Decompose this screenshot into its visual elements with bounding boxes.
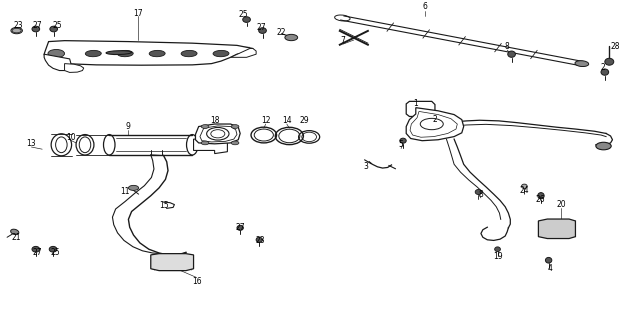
Ellipse shape xyxy=(213,50,229,57)
Text: 24: 24 xyxy=(520,185,529,195)
Ellipse shape xyxy=(117,50,133,57)
Polygon shape xyxy=(406,108,464,141)
Text: 8: 8 xyxy=(505,42,509,51)
Text: 25: 25 xyxy=(239,10,248,19)
Text: 4: 4 xyxy=(547,264,552,273)
Polygon shape xyxy=(230,49,256,57)
Ellipse shape xyxy=(259,28,266,33)
Circle shape xyxy=(231,125,239,128)
Ellipse shape xyxy=(181,50,197,57)
Text: 22: 22 xyxy=(277,28,287,37)
Ellipse shape xyxy=(50,26,58,32)
Polygon shape xyxy=(44,41,253,65)
Ellipse shape xyxy=(11,229,19,235)
Text: 27: 27 xyxy=(33,21,42,30)
Text: 8: 8 xyxy=(479,190,483,199)
Text: 2: 2 xyxy=(600,63,605,72)
Ellipse shape xyxy=(400,138,406,143)
Ellipse shape xyxy=(49,246,57,252)
Text: 14: 14 xyxy=(282,116,292,125)
Polygon shape xyxy=(195,124,240,144)
Ellipse shape xyxy=(522,184,527,189)
Ellipse shape xyxy=(85,50,101,57)
Circle shape xyxy=(596,142,611,150)
Polygon shape xyxy=(151,254,193,270)
Text: 10: 10 xyxy=(66,133,76,142)
Text: 16: 16 xyxy=(192,277,202,286)
Ellipse shape xyxy=(243,17,250,22)
Text: 27: 27 xyxy=(257,23,266,32)
Circle shape xyxy=(48,50,65,58)
Text: 27: 27 xyxy=(236,223,245,232)
Text: 2: 2 xyxy=(433,115,437,124)
Text: 12: 12 xyxy=(261,116,271,125)
Circle shape xyxy=(285,34,298,41)
Polygon shape xyxy=(538,219,575,239)
Text: 23: 23 xyxy=(256,236,266,245)
Text: 29: 29 xyxy=(300,116,309,125)
Ellipse shape xyxy=(475,190,481,194)
Text: 25: 25 xyxy=(50,248,60,257)
Text: 20: 20 xyxy=(557,200,566,209)
Polygon shape xyxy=(406,101,435,117)
Text: 27: 27 xyxy=(33,248,42,257)
Text: 19: 19 xyxy=(493,252,502,261)
Ellipse shape xyxy=(605,58,614,65)
Polygon shape xyxy=(193,136,227,154)
Text: 1: 1 xyxy=(413,100,418,108)
Ellipse shape xyxy=(11,27,22,34)
Text: 28: 28 xyxy=(611,42,620,51)
Ellipse shape xyxy=(32,26,40,32)
Text: 25: 25 xyxy=(52,21,61,30)
Text: 15: 15 xyxy=(159,201,168,210)
Ellipse shape xyxy=(601,69,609,75)
Circle shape xyxy=(201,141,209,145)
Ellipse shape xyxy=(106,51,132,55)
Circle shape xyxy=(129,185,139,191)
Text: 7: 7 xyxy=(340,35,346,45)
Text: 13: 13 xyxy=(26,139,36,148)
Ellipse shape xyxy=(508,51,515,57)
Polygon shape xyxy=(65,64,84,72)
Ellipse shape xyxy=(495,247,500,252)
Ellipse shape xyxy=(32,246,40,252)
Circle shape xyxy=(201,125,209,128)
Text: 9: 9 xyxy=(126,122,131,131)
Text: 18: 18 xyxy=(210,116,220,125)
Text: 26: 26 xyxy=(536,195,545,204)
Ellipse shape xyxy=(149,50,165,57)
Ellipse shape xyxy=(538,193,544,199)
Ellipse shape xyxy=(237,225,243,230)
Polygon shape xyxy=(44,54,71,70)
Text: 3: 3 xyxy=(364,162,369,171)
Text: 5: 5 xyxy=(399,140,404,149)
Ellipse shape xyxy=(545,258,552,263)
Circle shape xyxy=(231,141,239,145)
Text: 21: 21 xyxy=(12,233,21,242)
Ellipse shape xyxy=(256,237,262,242)
Text: 23: 23 xyxy=(14,21,24,30)
Ellipse shape xyxy=(575,61,589,67)
Text: 17: 17 xyxy=(133,9,143,18)
Text: 11: 11 xyxy=(120,186,130,196)
Text: 6: 6 xyxy=(423,3,428,11)
